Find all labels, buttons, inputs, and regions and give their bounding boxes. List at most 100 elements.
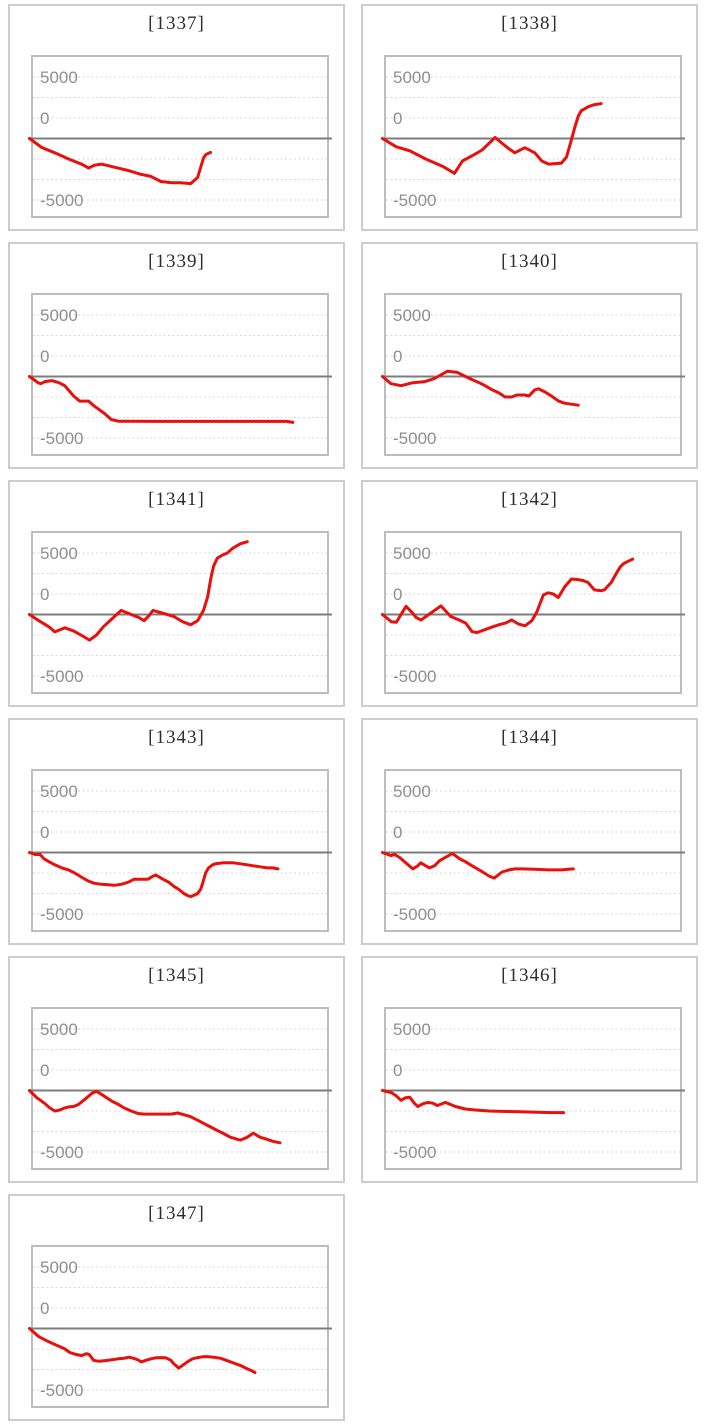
machine-number-title: [1343] [148,727,205,748]
machine-chart-panel: [1346] 5000 0 -5000 [361,956,698,1183]
slump-line [28,851,280,899]
y-axis-tick-label: -5000 [393,667,436,686]
machine-number-title: [1346] [501,965,558,986]
slump-graph: 5000 0 -5000 [381,531,685,694]
slump-line [28,540,249,642]
y-axis-tick-label: 5000 [393,306,431,325]
slump-graph: 5000 0 -5000 [28,293,332,456]
y-axis-tick-label: -5000 [40,429,83,448]
slump-line [381,557,635,634]
slump-graph-svg: 5000 0 -5000 [28,540,332,686]
y-axis-tick-label: -5000 [393,429,436,448]
slump-graph: 5000 0 -5000 [28,531,332,694]
slump-graph-svg: 5000 0 -5000 [28,1020,332,1162]
y-axis-tick-label: 0 [40,585,49,604]
machine-chart-panel: [1337] 5000 0 -5000 [8,4,345,231]
machine-number-title: [1337] [148,13,205,34]
y-axis-tick-label: 5000 [40,68,78,87]
y-axis-tick-label: 5000 [40,1258,78,1277]
y-axis-tick-label: -5000 [393,1143,436,1162]
y-axis-tick-label: 0 [393,347,402,366]
y-axis-tick-label: 0 [40,1061,49,1080]
chart-cell: [1339] 5000 0 -5000 [0,238,353,476]
machine-number-title: [1347] [148,1203,205,1224]
slump-line [28,1327,257,1375]
y-axis-tick-label: 5000 [40,306,78,325]
chart-cell: [1346] 5000 0 -5000 [353,952,706,1190]
chart-cell: [1341] 5000 0 -5000 [0,476,353,714]
machine-number-title: [1344] [501,727,558,748]
machine-chart-panel: [1347] 5000 0 -5000 [8,1194,345,1421]
chart-cell: [1342] 5000 0 -5000 [353,476,706,714]
chart-cell: [1337] 5000 0 -5000 [0,0,353,238]
machine-chart-panel: [1340] 5000 0 -5000 [361,242,698,469]
slump-line [28,137,213,186]
y-axis-tick-label: 0 [393,109,402,128]
machine-chart-panel: [1344] 5000 0 -5000 [361,718,698,945]
chart-cell: [1340] 5000 0 -5000 [353,238,706,476]
slump-line [381,851,575,880]
y-axis-tick-label: 0 [40,109,49,128]
slump-graph-svg: 5000 0 -5000 [28,306,332,448]
y-axis-tick-label: -5000 [40,191,83,210]
slump-graph-svg: 5000 0 -5000 [28,1258,332,1400]
chart-cell: [1344] 5000 0 -5000 [353,714,706,952]
y-axis-tick-label: 0 [40,347,49,366]
y-axis-tick-label: 0 [393,1061,402,1080]
machine-chart-panel: [1341] 5000 0 -5000 [8,480,345,707]
machine-chart-panel: [1342] 5000 0 -5000 [361,480,698,707]
machine-chart-panel: [1343] 5000 0 -5000 [8,718,345,945]
slump-graph: 5000 0 -5000 [28,1245,332,1408]
machine-number-title: [1338] [501,13,558,34]
slump-graph-svg: 5000 0 -5000 [381,68,685,210]
slump-line [28,1089,282,1145]
machine-number-title: [1345] [148,965,205,986]
y-axis-tick-label: 0 [393,585,402,604]
y-axis-tick-label: 5000 [40,1020,78,1039]
machine-number-title: [1341] [148,489,205,510]
slump-graph: 5000 0 -5000 [381,293,685,456]
y-axis-tick-label: -5000 [40,1143,83,1162]
slump-graph-svg: 5000 0 -5000 [381,782,685,924]
chart-cell: [1345] 5000 0 -5000 [0,952,353,1190]
slump-line [381,102,603,175]
y-axis-tick-label: 5000 [393,782,431,801]
slump-graph-svg: 5000 0 -5000 [381,544,685,686]
y-axis-tick-label: 5000 [393,68,431,87]
slump-graph-svg: 5000 0 -5000 [28,782,332,924]
slump-line [28,375,295,424]
slump-graph: 5000 0 -5000 [381,1007,685,1170]
slump-graph: 5000 0 -5000 [28,1007,332,1170]
y-axis-tick-label: 0 [40,1299,49,1318]
y-axis-tick-label: 0 [393,823,402,842]
machine-chart-panel: [1345] 5000 0 -5000 [8,956,345,1183]
machine-chart-panel: [1338] 5000 0 -5000 [361,4,698,231]
slump-line [381,1089,566,1115]
machine-number-title: [1340] [501,251,558,272]
slump-line [381,369,580,407]
machine-number-title: [1339] [148,251,205,272]
y-axis-tick-label: 5000 [393,1020,431,1039]
chart-cell: [1343] 5000 0 -5000 [0,714,353,952]
y-axis-tick-label: 5000 [40,782,78,801]
chart-cell: [1347] 5000 0 -5000 [0,1190,353,1428]
machine-number-title: [1342] [501,489,558,510]
y-axis-tick-label: 5000 [40,544,78,563]
y-axis-tick-label: 0 [40,823,49,842]
y-axis-tick-label: -5000 [40,667,83,686]
slump-graph: 5000 0 -5000 [28,55,332,218]
slump-graph-svg: 5000 0 -5000 [381,1020,685,1162]
y-axis-tick-label: -5000 [393,905,436,924]
slump-graph-svg: 5000 0 -5000 [28,68,332,210]
y-axis-tick-label: -5000 [40,905,83,924]
y-axis-tick-label: -5000 [393,191,436,210]
slump-graph: 5000 0 -5000 [28,769,332,932]
y-axis-tick-label: -5000 [40,1381,83,1400]
chart-cell: [1338] 5000 0 -5000 [353,0,706,238]
slump-graph: 5000 0 -5000 [381,55,685,218]
slump-graph: 5000 0 -5000 [381,769,685,932]
machine-chart-panel: [1339] 5000 0 -5000 [8,242,345,469]
y-axis-tick-label: 5000 [393,544,431,563]
slump-graph-svg: 5000 0 -5000 [381,306,685,448]
